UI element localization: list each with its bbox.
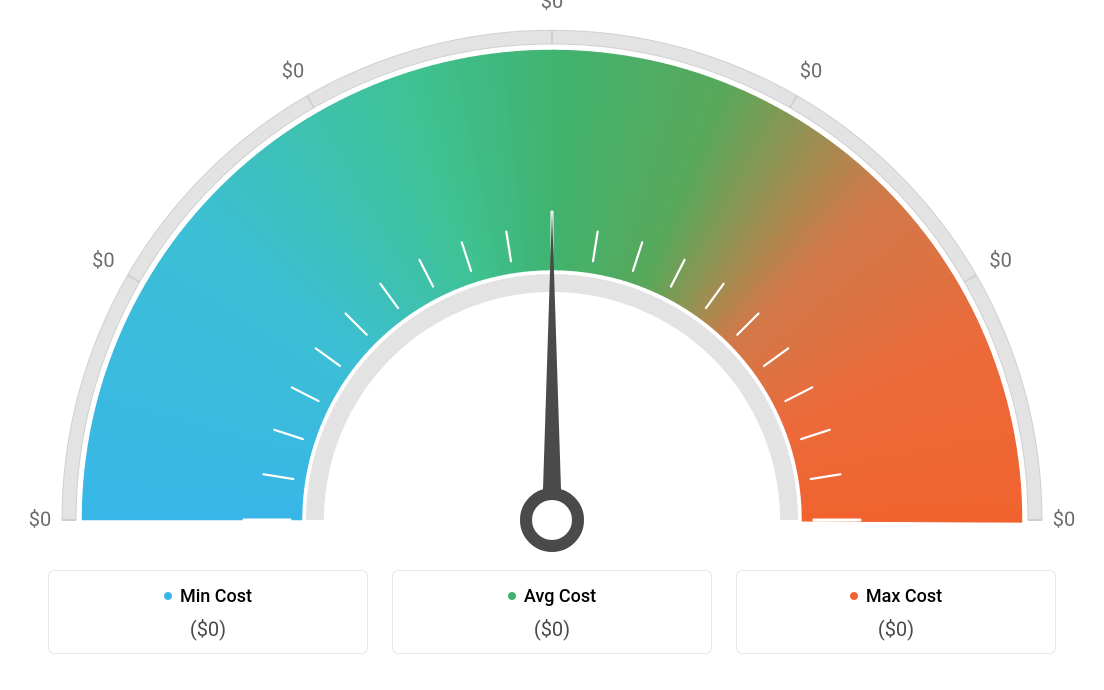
legend-dot-min bbox=[164, 592, 172, 600]
legend-card-max: Max Cost ($0) bbox=[736, 570, 1056, 654]
legend-label-max: Max Cost bbox=[866, 586, 942, 607]
gauge-tick-label: $0 bbox=[29, 507, 51, 531]
legend-value-max: ($0) bbox=[747, 617, 1045, 641]
legend-dot-max bbox=[850, 592, 858, 600]
legend-row: Min Cost ($0) Avg Cost ($0) Max Cost ($0… bbox=[0, 570, 1104, 654]
gauge-tick-label: $0 bbox=[92, 248, 114, 272]
legend-value-min: ($0) bbox=[59, 617, 357, 641]
legend-title-avg: Avg Cost bbox=[508, 586, 596, 607]
legend-card-avg: Avg Cost ($0) bbox=[392, 570, 712, 654]
legend-label-min: Min Cost bbox=[180, 586, 252, 607]
legend-value-avg: ($0) bbox=[403, 617, 701, 641]
legend-title-max: Max Cost bbox=[850, 586, 942, 607]
gauge-tick-label: $0 bbox=[541, 0, 563, 13]
gauge-tick-label: $0 bbox=[800, 58, 822, 82]
gauge-tick-label: $0 bbox=[989, 248, 1011, 272]
gauge-tick-label: $0 bbox=[282, 58, 304, 82]
gauge-tick-label: $0 bbox=[1053, 507, 1075, 531]
legend-dot-avg bbox=[508, 592, 516, 600]
gauge-svg: $0 $0 $0 $0 $0 $0 $0 bbox=[0, 0, 1104, 560]
gauge-chart: $0 $0 $0 $0 $0 $0 $0 bbox=[0, 0, 1104, 560]
legend-label-avg: Avg Cost bbox=[524, 586, 596, 607]
legend-title-min: Min Cost bbox=[164, 586, 252, 607]
legend-card-min: Min Cost ($0) bbox=[48, 570, 368, 654]
